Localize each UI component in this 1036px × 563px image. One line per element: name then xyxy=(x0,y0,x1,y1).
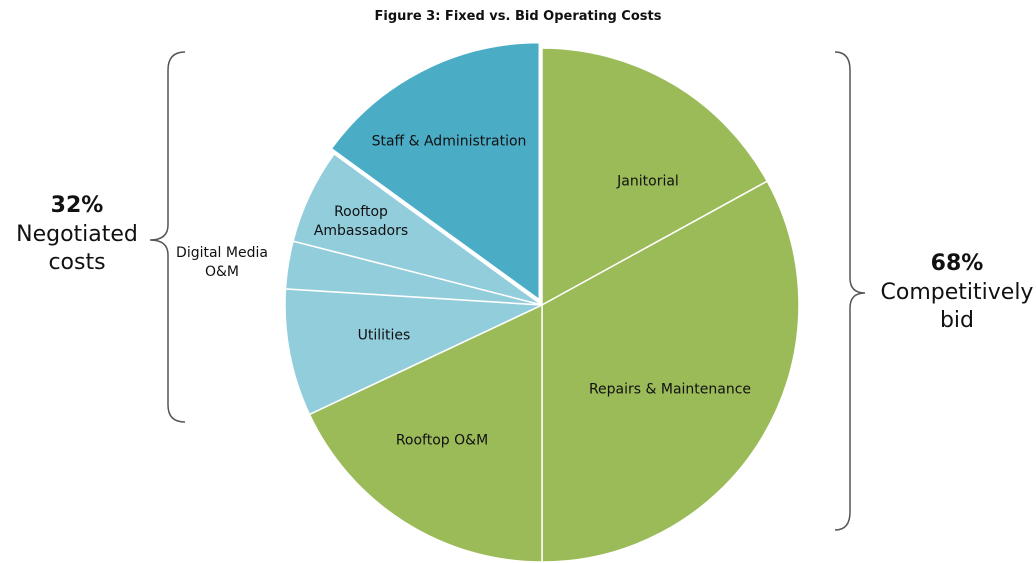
pie-slice xyxy=(284,288,543,416)
annotation-value: 68% xyxy=(930,251,984,277)
slice-label: Janitorial xyxy=(617,173,679,190)
slice-label: Repairs & Maintenance xyxy=(588,381,752,398)
pie-slice xyxy=(292,152,543,306)
pie-slice xyxy=(541,47,769,307)
slice-label: Digital Media O&M xyxy=(176,245,268,280)
pie-slice xyxy=(541,180,800,563)
right-brace xyxy=(834,51,866,531)
annotation: 68% Competitively bid xyxy=(872,250,1036,336)
annotation-text: Competitively bid xyxy=(880,279,1034,334)
annotation-value: 32% xyxy=(50,193,104,219)
slice-label: Rooftop Ambassadors xyxy=(313,204,409,239)
pie-slice xyxy=(308,303,543,563)
slice-label: Utilities xyxy=(357,327,411,344)
slice-label: Rooftop O&M xyxy=(395,432,489,449)
annotation-text: Negotiated costs xyxy=(16,221,138,276)
annotation: 32% Negotiated costs xyxy=(7,192,147,278)
chart-title: Figure 3: Fixed vs. Bid Operating Costs xyxy=(374,9,662,24)
pie-slice xyxy=(330,41,541,302)
slice-label: Staff & Administration xyxy=(371,133,527,150)
left-brace xyxy=(149,51,186,423)
